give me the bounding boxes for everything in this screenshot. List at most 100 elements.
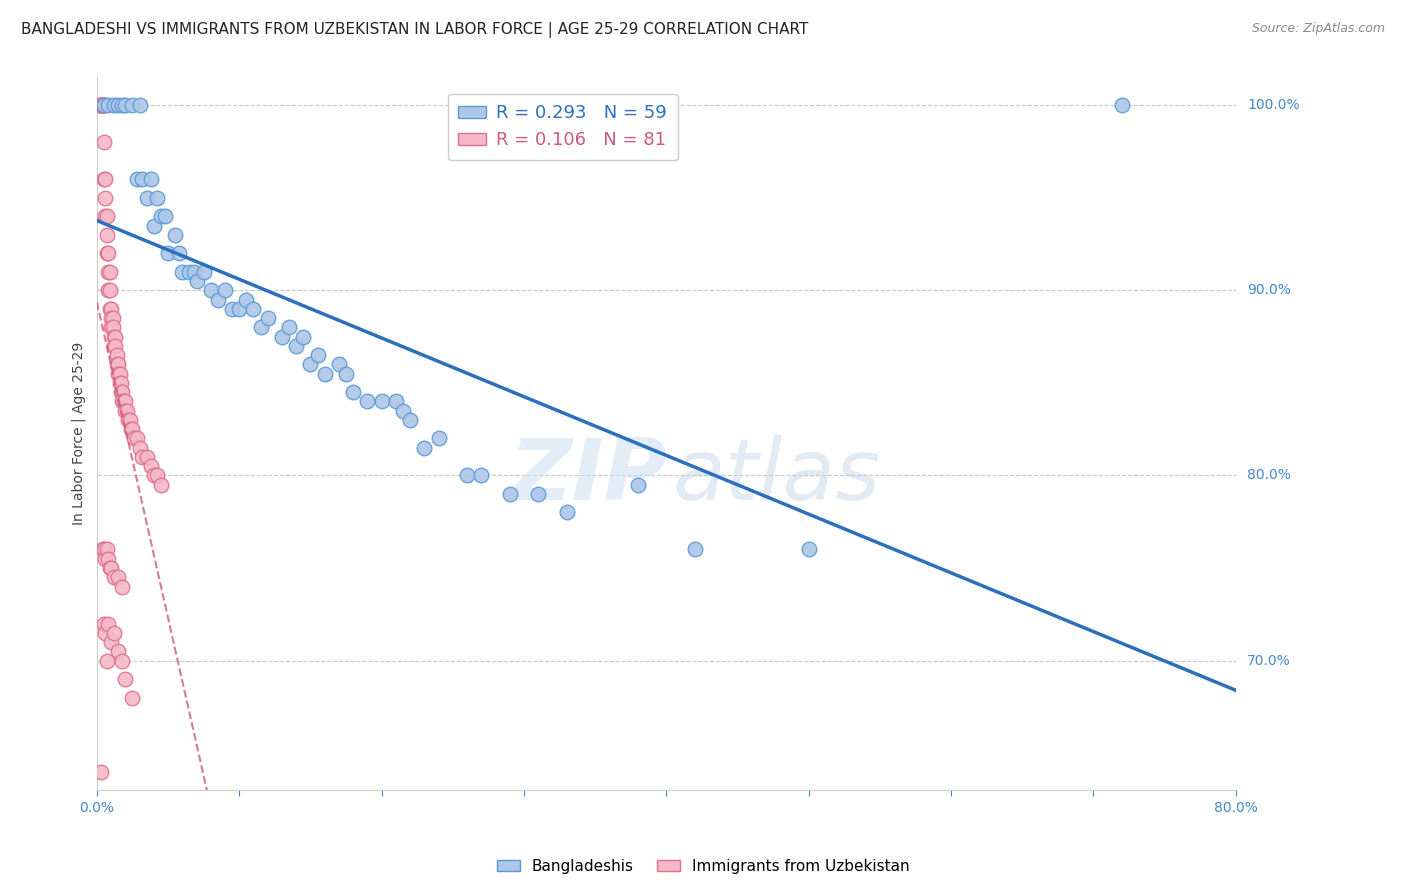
Point	[121, 690, 143, 705]
Point	[413, 441, 436, 455]
Point	[285, 339, 308, 353]
Point	[356, 394, 378, 409]
Point	[91, 98, 114, 112]
Point	[139, 459, 162, 474]
Point	[399, 413, 422, 427]
Point	[183, 265, 205, 279]
Point	[131, 172, 153, 186]
Point	[131, 450, 153, 464]
Point	[91, 542, 114, 557]
Text: Source: ZipAtlas.com: Source: ZipAtlas.com	[1251, 22, 1385, 36]
Point	[114, 394, 136, 409]
Point	[110, 385, 132, 400]
Point	[93, 135, 115, 149]
Point	[145, 191, 167, 205]
Point	[125, 432, 148, 446]
Point	[456, 468, 478, 483]
Point	[104, 339, 127, 353]
Point	[94, 625, 117, 640]
Point	[98, 561, 121, 575]
Point	[142, 219, 165, 233]
Point	[93, 98, 115, 112]
Point	[214, 283, 236, 297]
Point	[111, 385, 134, 400]
Point	[94, 191, 117, 205]
Point	[328, 357, 350, 371]
Point	[256, 311, 278, 326]
Point	[98, 301, 121, 316]
Point	[94, 209, 117, 223]
Point	[242, 301, 264, 316]
Text: 90.0%: 90.0%	[1247, 284, 1291, 297]
Point	[108, 376, 131, 390]
Text: 100.0%: 100.0%	[1247, 98, 1299, 112]
Point	[135, 450, 157, 464]
Point	[555, 506, 578, 520]
Point	[97, 616, 120, 631]
Point	[104, 329, 127, 343]
Point	[100, 561, 122, 575]
Point	[107, 644, 129, 658]
Point	[93, 616, 115, 631]
Point	[103, 339, 125, 353]
Point	[100, 301, 122, 316]
Point	[169, 246, 191, 260]
Point	[342, 385, 364, 400]
Point	[107, 570, 129, 584]
Point	[96, 542, 118, 557]
Y-axis label: In Labor Force | Age 25-29: In Labor Force | Age 25-29	[72, 343, 86, 525]
Point	[121, 422, 143, 436]
Point	[149, 209, 172, 223]
Point	[165, 227, 187, 242]
Point	[90, 764, 112, 779]
Point	[157, 246, 180, 260]
Point	[90, 98, 112, 112]
Point	[115, 403, 138, 417]
Point	[172, 265, 194, 279]
Point	[139, 172, 162, 186]
Point	[145, 468, 167, 483]
Point	[221, 301, 243, 316]
Point	[97, 283, 120, 297]
Point	[100, 635, 122, 649]
Point	[96, 654, 118, 668]
Point	[249, 320, 271, 334]
Point	[392, 403, 415, 417]
Point	[683, 542, 706, 557]
Point	[103, 570, 125, 584]
Point	[142, 468, 165, 483]
Point	[97, 551, 120, 566]
Point	[499, 487, 522, 501]
Point	[797, 542, 820, 557]
Point	[179, 265, 201, 279]
Point	[228, 301, 250, 316]
Point	[314, 367, 336, 381]
Point	[103, 329, 125, 343]
Point	[370, 394, 392, 409]
Point	[235, 293, 257, 307]
Text: ZIP: ZIP	[509, 435, 666, 518]
Point	[101, 311, 124, 326]
Point	[90, 98, 112, 112]
Point	[107, 357, 129, 371]
Point	[111, 580, 134, 594]
Point	[307, 348, 329, 362]
Point	[107, 367, 129, 381]
Point	[98, 265, 121, 279]
Point	[278, 320, 301, 334]
Point	[110, 376, 132, 390]
Point	[96, 209, 118, 223]
Point	[120, 422, 142, 436]
Text: BANGLADESHI VS IMMIGRANTS FROM UZBEKISTAN IN LABOR FORCE | AGE 25-29 CORRELATION: BANGLADESHI VS IMMIGRANTS FROM UZBEKISTA…	[21, 22, 808, 38]
Point	[335, 367, 357, 381]
Point	[527, 487, 550, 501]
Point	[470, 468, 492, 483]
Point	[93, 98, 115, 112]
Legend: R = 0.293   N = 59, R = 0.106   N = 81: R = 0.293 N = 59, R = 0.106 N = 81	[447, 94, 678, 161]
Text: 80.0%: 80.0%	[1247, 468, 1291, 483]
Point	[1111, 98, 1133, 112]
Point	[111, 654, 134, 668]
Point	[207, 293, 229, 307]
Point	[90, 98, 112, 112]
Point	[118, 413, 141, 427]
